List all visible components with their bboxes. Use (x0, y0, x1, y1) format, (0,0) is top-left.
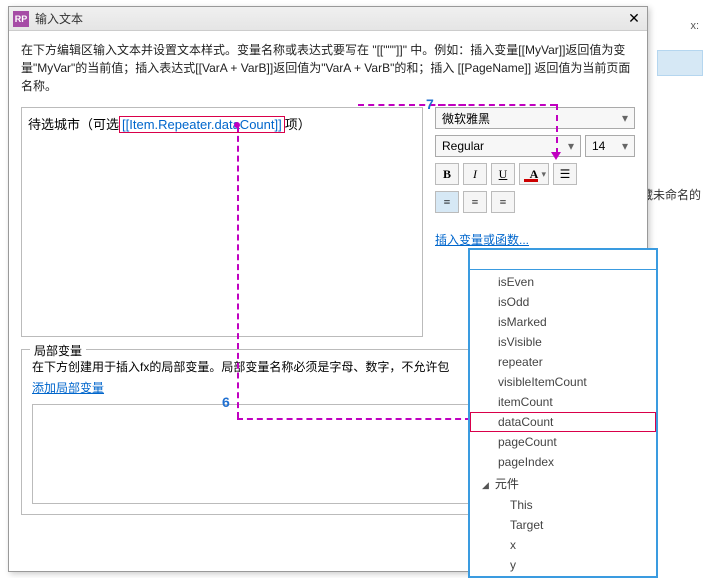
annotation-line (237, 126, 239, 418)
dropdown-list: isEvenisOddisMarkedisVisiblerepeatervisi… (470, 270, 656, 576)
align-right-button[interactable]: ≡ (491, 191, 515, 213)
dropdown-item[interactable]: Target (470, 515, 656, 535)
annotation-line (556, 104, 558, 154)
italic-button[interactable]: I (463, 163, 487, 185)
dropdown-item[interactable]: isEven (470, 272, 656, 292)
annotation-7: 7 (426, 96, 434, 112)
dropdown-item[interactable]: itemCount (470, 392, 656, 412)
dropdown-item[interactable]: isOdd (470, 292, 656, 312)
dropdown-category[interactable]: 元件 (470, 472, 656, 495)
editor-suffix: 项） (285, 117, 311, 132)
bg-x-label: x: (690, 20, 699, 32)
close-icon[interactable]: ✕ (625, 10, 643, 28)
annotation-line (237, 418, 471, 420)
app-icon: RP (13, 11, 29, 27)
editor-prefix: 待选城市（可选 (28, 117, 119, 132)
bold-button[interactable]: B (435, 163, 459, 185)
variable-dropdown: isEvenisOddisMarkedisVisiblerepeatervisi… (468, 248, 658, 578)
dialog-title: 输入文本 (35, 10, 625, 27)
dropdown-item[interactable]: isMarked (470, 312, 656, 332)
font-size-select[interactable]: 14 (585, 135, 635, 157)
dropdown-item[interactable]: repeater (470, 352, 656, 372)
font-family-select[interactable]: 微软雅黑 (435, 107, 635, 129)
dropdown-item[interactable]: pageCount (470, 432, 656, 452)
dialog-description: 在下方编辑区输入文本并设置文本样式。变量名称或表达式要写在 "[["""]]" … (21, 41, 635, 95)
dropdown-item[interactable]: This (470, 495, 656, 515)
titlebar: RP 输入文本 ✕ (9, 7, 647, 31)
underline-button[interactable]: U (491, 163, 515, 185)
annotation-arrowhead (551, 152, 561, 160)
bg-stripe (657, 50, 703, 76)
dropdown-item[interactable]: x (470, 535, 656, 555)
align-left-button[interactable]: ≡ (435, 191, 459, 213)
dropdown-item[interactable]: isVisible (470, 332, 656, 352)
text-color-button[interactable]: A (519, 163, 549, 185)
annotation-line (438, 104, 556, 106)
dropdown-item[interactable]: dataCount (470, 412, 656, 432)
annotation-6: 6 (222, 394, 230, 410)
annotation-dot (234, 122, 240, 128)
bullet-list-button[interactable]: ☰ (553, 163, 577, 185)
local-variable-legend: 局部变量 (30, 342, 86, 359)
insert-variable-link[interactable]: 插入变量或函数... (435, 231, 635, 248)
editor-expression[interactable]: [[Item.Repeater.dataCount]] (119, 116, 285, 133)
dropdown-item[interactable]: y (470, 555, 656, 575)
dropdown-item[interactable]: visibleItemCount (470, 372, 656, 392)
align-center-button[interactable]: ≡ (463, 191, 487, 213)
dropdown-item[interactable]: pageIndex (470, 452, 656, 472)
text-editor[interactable]: 待选城市（可选[[Item.Repeater.dataCount]]项） (21, 107, 423, 337)
dropdown-search-input[interactable] (470, 250, 656, 270)
